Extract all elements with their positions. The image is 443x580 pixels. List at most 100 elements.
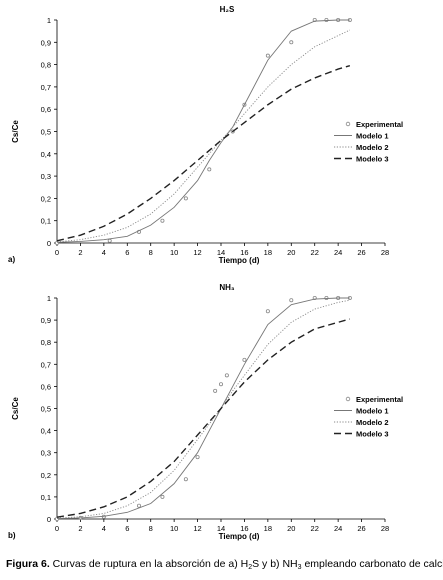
h2s-y-tick-label: 0,8 [41,61,51,70]
nh3-x-tick-label: 18 [264,524,272,533]
h2s-series-experimental-point [107,238,112,243]
nh3-legend-modelo-2-label: Modelo 2 [356,418,389,427]
nh3-series-experimental-point [195,455,200,460]
h2s-x-tick-label: 14 [217,248,225,257]
nh3-x-axis-label: Tiempo (d) [219,532,260,541]
nh3-y-tick-label: 1 [47,294,51,303]
h2s-x-tick-label: 4 [102,248,106,257]
h2s-y-tick-label: 0,6 [41,105,51,114]
nh3-series-experimental-point [218,382,223,387]
nh3-chart-title: NH₃ [219,284,235,292]
h2s-x-tick-label: 12 [193,248,201,257]
nh3-x-tick-label: 14 [217,524,225,533]
h2s-legend-experimental-marker [345,121,351,127]
nh3-x-tick-label: 28 [381,524,389,533]
nh3-y-axis-label: Cs/Ce [11,397,20,420]
nh3-legend-modelo-3-label: Modelo 3 [356,430,389,439]
h2s-series-modelo-2-line [56,29,351,243]
h2s-series-experimental-point [183,196,188,201]
h2s-x-tick-label: 22 [311,248,319,257]
nh3-series-experimental-point [289,298,294,303]
h2s-x-tick-label: 8 [149,248,153,257]
h2s-x-tick-label: 6 [125,248,129,257]
nh3-y-tick-label: 0 [47,515,51,524]
nh3-x-tick-label: 20 [287,524,295,533]
nh3-x-tick-label: 16 [240,524,248,533]
nh3-x-tick-label: 0 [55,524,59,533]
h2s-series-modelo-3-line [56,65,351,242]
nh3-x-tick-label: 2 [78,524,82,533]
caption-text-2: S y b) NH [252,558,298,570]
h2s-legend-modelo-2-label: Modelo 2 [356,143,389,152]
nh3-x-tick-label: 10 [170,524,178,533]
h2s-series-experimental-point [289,40,294,45]
h2s-legend-modelo-1-label: Modelo 1 [356,132,389,141]
h2s-x-tick-label: 28 [381,248,389,257]
nh3-y-tick-label: 0,5 [41,405,51,414]
h2s-x-tick-label: 2 [78,248,82,257]
h2s-series-modelo-1-line [56,19,350,243]
h2s-series-experimental-point [207,167,212,172]
h2s-x-tick-label: 26 [357,248,365,257]
nh3-y-tick-label: 0,7 [41,360,51,369]
h2s-x-tick-label: 0 [55,248,59,257]
nh3-x-tick-label: 6 [125,524,129,533]
nh3-y-tick-label: 0,4 [41,427,51,436]
nh3-series-experimental-point [160,494,165,499]
nh3-x-tick-label: 26 [357,524,365,533]
nh3-x-tick-label: 8 [149,524,153,533]
nh3-series-modelo-1-line [56,297,350,520]
caption-sub-2: 3 [297,564,302,571]
nh3-y-tick-label: 0,9 [41,316,51,325]
nh3-x-tick-label: 4 [102,524,106,533]
h2s-x-tick-label: 10 [170,248,178,257]
nh3-y-tick-label: 0,2 [41,471,51,480]
nh3-x-tick-label: 22 [311,524,319,533]
caption-text-3: empleando carbonato de calcio. [301,558,443,570]
h2s-y-tick-label: 0,2 [41,194,51,203]
nh3-series-modelo-3-line [56,318,351,518]
h2s-x-tick-label: 24 [334,248,342,257]
nh3-x-tick-label: 24 [334,524,342,533]
nh3-series-experimental-point [324,295,329,300]
nh3-series-experimental-point [265,309,270,314]
nh3-legend-experimental-marker [345,396,351,402]
h2s-series-experimental-point [160,218,165,223]
nh3-series-experimental-point [213,388,218,393]
caption-label: Figura 6. [6,558,50,570]
h2s-y-tick-label: 0,3 [41,172,51,181]
caption-text-1: Curvas de ruptura en la absorción de a) … [49,558,249,570]
nh3-y-tick-label: 0,8 [41,338,51,347]
h2s-x-axis-label: Tiempo (d) [219,256,260,265]
nh3-series-experimental-point [242,357,247,362]
h2s-y-tick-label: 0 [47,239,51,248]
caption-sub-1: 2 [248,564,253,571]
nh3-series-experimental-point [136,503,141,508]
nh3-panel-label: b) [8,531,16,540]
nh3-series-modelo-2-line [56,299,350,519]
nh3-y-tick-label: 0,3 [41,449,51,458]
chart-nh3: NH₃ 0 0,1 0,2 0,3 0,4 0,5 0,6 0,7 0,8 0,9 1 0 2 4 6 8 10 1… [0,284,443,546]
h2s-x-tick-label: 20 [287,248,295,257]
h2s-x-tick-label: 18 [264,248,272,257]
h2s-y-tick-label: 0,9 [41,38,51,47]
h2s-panel-label: a) [8,255,15,264]
h2s-y-axis-label: Cs/Ce [11,120,20,143]
figure-caption: Figura 6. Curvas de ruptura en la absorc… [6,558,443,571]
nh3-legend-modelo-1-label: Modelo 1 [356,407,389,416]
h2s-y-tick-label: 1 [47,16,51,25]
h2s-y-tick-label: 0,5 [41,128,51,137]
nh3-legend-experimental-label: Experimental [356,395,403,404]
nh3-y-tick-label: 0,6 [41,382,51,391]
h2s-series-experimental-point [324,17,329,22]
h2s-y-tick-label: 0,4 [41,150,51,159]
h2s-chart-title: H₂S [220,5,235,14]
h2s-x-tick-label: 16 [240,248,248,257]
nh3-series-experimental-point [224,373,229,378]
chart-h2s: H₂S 0 0,1 0,2 0,3 0,4 0,5 0,6 0,7 0,8 0,9 1 0 2 4 6 8 10 1… [0,0,443,272]
nh3-series-experimental-point [183,477,188,482]
h2s-y-tick-label: 0,1 [41,217,51,226]
h2s-legend-modelo-3-label: Modelo 3 [356,155,389,164]
